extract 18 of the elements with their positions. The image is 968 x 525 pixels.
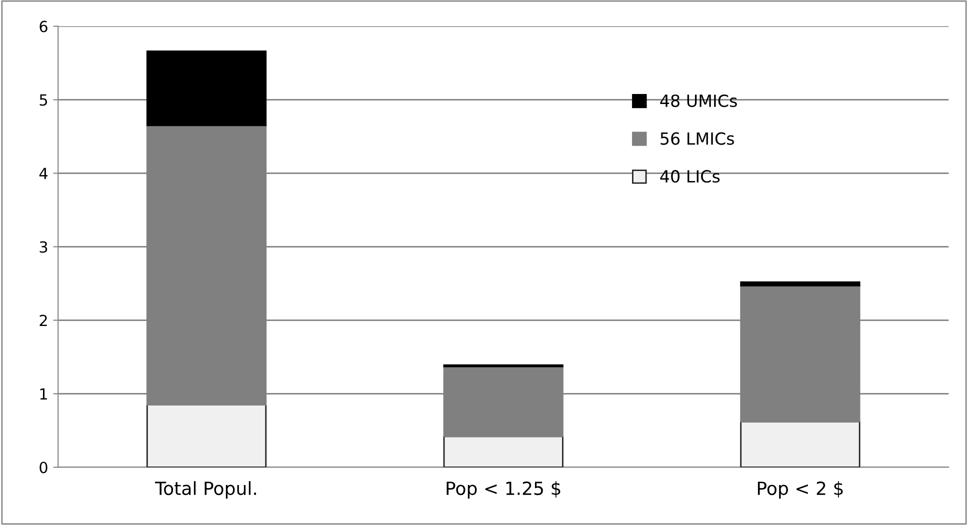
bar (443, 436, 564, 468)
y-tick-label: 5 (40, 94, 48, 106)
y-tick-label: 2 (40, 314, 47, 326)
bar (146, 404, 267, 468)
x-tick-label: Total Popul. (155, 481, 256, 499)
x-tick-label: Pop < 1.25 $ (446, 481, 560, 499)
bar (146, 50, 267, 126)
y-tick-label: 6 (40, 20, 48, 32)
legend-label: 56 LMICs (660, 132, 734, 145)
x-tick-label: Pop < 2 $ (758, 481, 843, 499)
y-tick-label: 3 (40, 241, 48, 253)
y-tick-label: 0 (40, 462, 48, 474)
y-tick-label: 4 (39, 168, 48, 180)
bar (740, 281, 860, 286)
legend-label: 40 LICs (660, 170, 720, 183)
y-tick-label: 1 (40, 388, 47, 400)
bar (740, 420, 860, 468)
legend-label: 48 UMICs (660, 94, 737, 108)
